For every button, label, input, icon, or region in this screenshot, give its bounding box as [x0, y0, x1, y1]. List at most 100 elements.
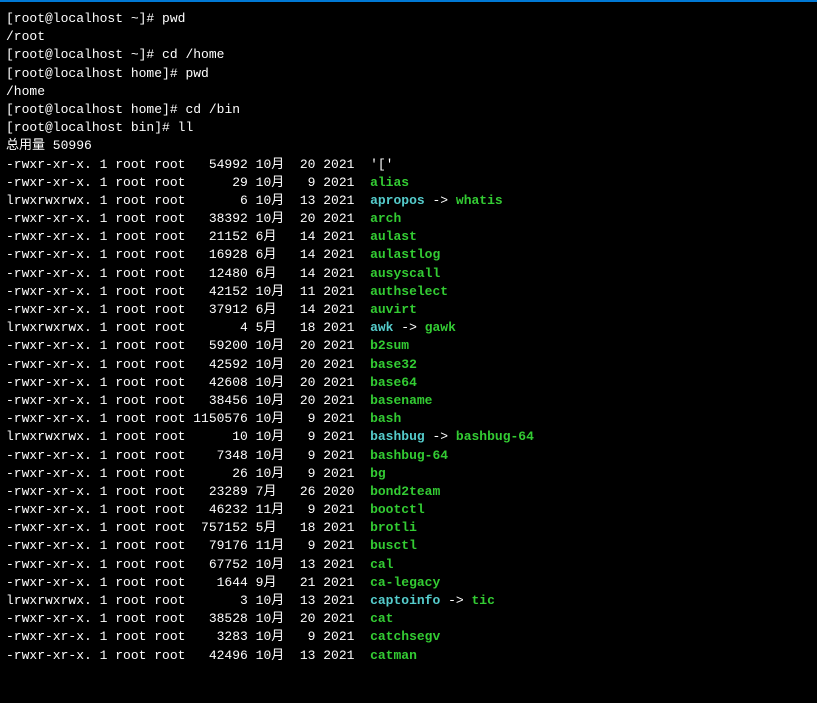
shell-prompt: [root@localhost ~]# — [6, 47, 154, 62]
file-name: bond2team — [370, 484, 440, 499]
command-text: cd /home — [162, 47, 224, 62]
file-row: -rwxr-xr-x. 1 root root 42152 10月 11 202… — [6, 283, 811, 301]
prompt-line[interactable]: [root@localhost ~]# cd /home — [6, 46, 811, 64]
file-name: base32 — [370, 357, 417, 372]
symlink-name: bashbug — [370, 429, 425, 444]
file-name: bootctl — [370, 502, 425, 517]
symlink-name: apropos — [370, 193, 425, 208]
file-row: -rwxr-xr-x. 1 root root 38392 10月 20 202… — [6, 210, 811, 228]
symlink-target: tic — [472, 593, 495, 608]
file-row: lrwxrwxrwx. 1 root root 4 5月 18 2021 awk… — [6, 319, 811, 337]
file-meta: lrwxrwxrwx. 1 root root 6 10月 13 2021 — [6, 193, 370, 208]
file-row: -rwxr-xr-x. 1 root root 21152 6月 14 2021… — [6, 228, 811, 246]
output-line: /root — [6, 28, 811, 46]
symlink-target: bashbug-64 — [456, 429, 534, 444]
file-name: alias — [370, 175, 409, 190]
file-row: -rwxr-xr-x. 1 root root 42592 10月 20 202… — [6, 356, 811, 374]
file-row: -rwxr-xr-x. 1 root root 59200 10月 20 202… — [6, 337, 811, 355]
file-name: bash — [370, 411, 401, 426]
file-row: -rwxr-xr-x. 1 root root 23289 7月 26 2020… — [6, 483, 811, 501]
file-meta: -rwxr-xr-x. 1 root root 12480 6月 14 2021 — [6, 266, 370, 281]
file-name: ausyscall — [370, 266, 440, 281]
prompt-line[interactable]: [root@localhost home]# cd /bin — [6, 101, 811, 119]
file-row: lrwxrwxrwx. 1 root root 6 10月 13 2021 ap… — [6, 192, 811, 210]
file-meta: -rwxr-xr-x. 1 root root 67752 10月 13 202… — [6, 557, 370, 572]
arrow: -> — [425, 429, 456, 444]
arrow: -> — [440, 593, 471, 608]
file-name: catchsegv — [370, 629, 440, 644]
file-row: -rwxr-xr-x. 1 root root 757152 5月 18 202… — [6, 519, 811, 537]
file-meta: -rwxr-xr-x. 1 root root 3283 10月 9 2021 — [6, 629, 370, 644]
file-row: lrwxrwxrwx. 1 root root 3 10月 13 2021 ca… — [6, 592, 811, 610]
arrow: -> — [425, 193, 456, 208]
file-row: -rwxr-xr-x. 1 root root 16928 6月 14 2021… — [6, 246, 811, 264]
file-name: cat — [370, 611, 393, 626]
total-line: 总用量 50996 — [6, 137, 811, 155]
symlink-target: whatis — [456, 193, 503, 208]
file-row: -rwxr-xr-x. 1 root root 29 10月 9 2021 al… — [6, 174, 811, 192]
file-name: brotli — [370, 520, 417, 535]
file-meta: -rwxr-xr-x. 1 root root 42592 10月 20 202… — [6, 357, 370, 372]
file-name: basename — [370, 393, 432, 408]
file-name: catman — [370, 648, 417, 663]
file-meta: -rwxr-xr-x. 1 root root 1644 9月 21 2021 — [6, 575, 370, 590]
file-meta: -rwxr-xr-x. 1 root root 7348 10月 9 2021 — [6, 448, 370, 463]
shell-prompt: [root@localhost home]# — [6, 102, 178, 117]
file-row: -rwxr-xr-x. 1 root root 38456 10月 20 202… — [6, 392, 811, 410]
file-meta: -rwxr-xr-x. 1 root root 38456 10月 20 202… — [6, 393, 370, 408]
file-meta: -rwxr-xr-x. 1 root root 26 10月 9 2021 — [6, 466, 370, 481]
file-row: -rwxr-xr-x. 1 root root 1150576 10月 9 20… — [6, 410, 811, 428]
shell-prompt: [root@localhost bin]# — [6, 120, 170, 135]
file-row: -rwxr-xr-x. 1 root root 3283 10月 9 2021 … — [6, 628, 811, 646]
prompt-line[interactable]: [root@localhost bin]# ll — [6, 119, 811, 137]
file-meta: -rwxr-xr-x. 1 root root 29 10月 9 2021 — [6, 175, 370, 190]
prompt-line[interactable]: [root@localhost home]# pwd — [6, 65, 811, 83]
file-meta: -rwxr-xr-x. 1 root root 38392 10月 20 202… — [6, 211, 370, 226]
file-meta: -rwxr-xr-x. 1 root root 42152 10月 11 202… — [6, 284, 370, 299]
file-meta: lrwxrwxrwx. 1 root root 10 10月 9 2021 — [6, 429, 370, 444]
file-meta: -rwxr-xr-x. 1 root root 16928 6月 14 2021 — [6, 247, 370, 262]
file-row: -rwxr-xr-x. 1 root root 7348 10月 9 2021 … — [6, 447, 811, 465]
file-meta: -rwxr-xr-x. 1 root root 46232 11月 9 2021 — [6, 502, 370, 517]
file-meta: -rwxr-xr-x. 1 root root 757152 5月 18 202… — [6, 520, 370, 535]
command-text: cd /bin — [185, 102, 240, 117]
file-name: aulastlog — [370, 247, 440, 262]
file-name: bashbug-64 — [370, 448, 448, 463]
file-row: lrwxrwxrwx. 1 root root 10 10月 9 2021 ba… — [6, 428, 811, 446]
file-row: -rwxr-xr-x. 1 root root 26 10月 9 2021 bg — [6, 465, 811, 483]
file-meta: -rwxr-xr-x. 1 root root 59200 10月 20 202… — [6, 338, 370, 353]
file-meta: -rwxr-xr-x. 1 root root 1150576 10月 9 20… — [6, 411, 370, 426]
terminal-window[interactable]: [root@localhost ~]# pwd/root[root@localh… — [0, 0, 817, 673]
file-name: cal — [370, 557, 393, 572]
symlink-name: captoinfo — [370, 593, 440, 608]
shell-prompt: [root@localhost home]# — [6, 66, 178, 81]
symlink-name: awk — [370, 320, 393, 335]
file-meta: -rwxr-xr-x. 1 root root 54992 10月 20 202… — [6, 157, 370, 172]
file-meta: lrwxrwxrwx. 1 root root 4 5月 18 2021 — [6, 320, 370, 335]
file-row: -rwxr-xr-x. 1 root root 1644 9月 21 2021 … — [6, 574, 811, 592]
file-meta: lrwxrwxrwx. 1 root root 3 10月 13 2021 — [6, 593, 370, 608]
file-meta: -rwxr-xr-x. 1 root root 23289 7月 26 2020 — [6, 484, 370, 499]
command-text: pwd — [162, 11, 185, 26]
file-row: -rwxr-xr-x. 1 root root 42496 10月 13 202… — [6, 647, 811, 665]
prompt-line[interactable]: [root@localhost ~]# pwd — [6, 10, 811, 28]
file-row: -rwxr-xr-x. 1 root root 46232 11月 9 2021… — [6, 501, 811, 519]
file-name: busctl — [370, 538, 417, 553]
file-meta: -rwxr-xr-x. 1 root root 79176 11月 9 2021 — [6, 538, 370, 553]
file-row: -rwxr-xr-x. 1 root root 12480 6月 14 2021… — [6, 265, 811, 283]
file-name: bg — [370, 466, 386, 481]
output-line: /home — [6, 83, 811, 101]
shell-prompt: [root@localhost ~]# — [6, 11, 154, 26]
file-name: arch — [370, 211, 401, 226]
file-name: base64 — [370, 375, 417, 390]
file-meta: -rwxr-xr-x. 1 root root 21152 6月 14 2021 — [6, 229, 370, 244]
file-meta: -rwxr-xr-x. 1 root root 42608 10月 20 202… — [6, 375, 370, 390]
file-name: '[' — [370, 157, 393, 172]
file-row: -rwxr-xr-x. 1 root root 54992 10月 20 202… — [6, 156, 811, 174]
file-row: -rwxr-xr-x. 1 root root 38528 10月 20 202… — [6, 610, 811, 628]
file-row: -rwxr-xr-x. 1 root root 79176 11月 9 2021… — [6, 537, 811, 555]
file-row: -rwxr-xr-x. 1 root root 37912 6月 14 2021… — [6, 301, 811, 319]
file-row: -rwxr-xr-x. 1 root root 67752 10月 13 202… — [6, 556, 811, 574]
arrow: -> — [393, 320, 424, 335]
command-text: pwd — [185, 66, 208, 81]
